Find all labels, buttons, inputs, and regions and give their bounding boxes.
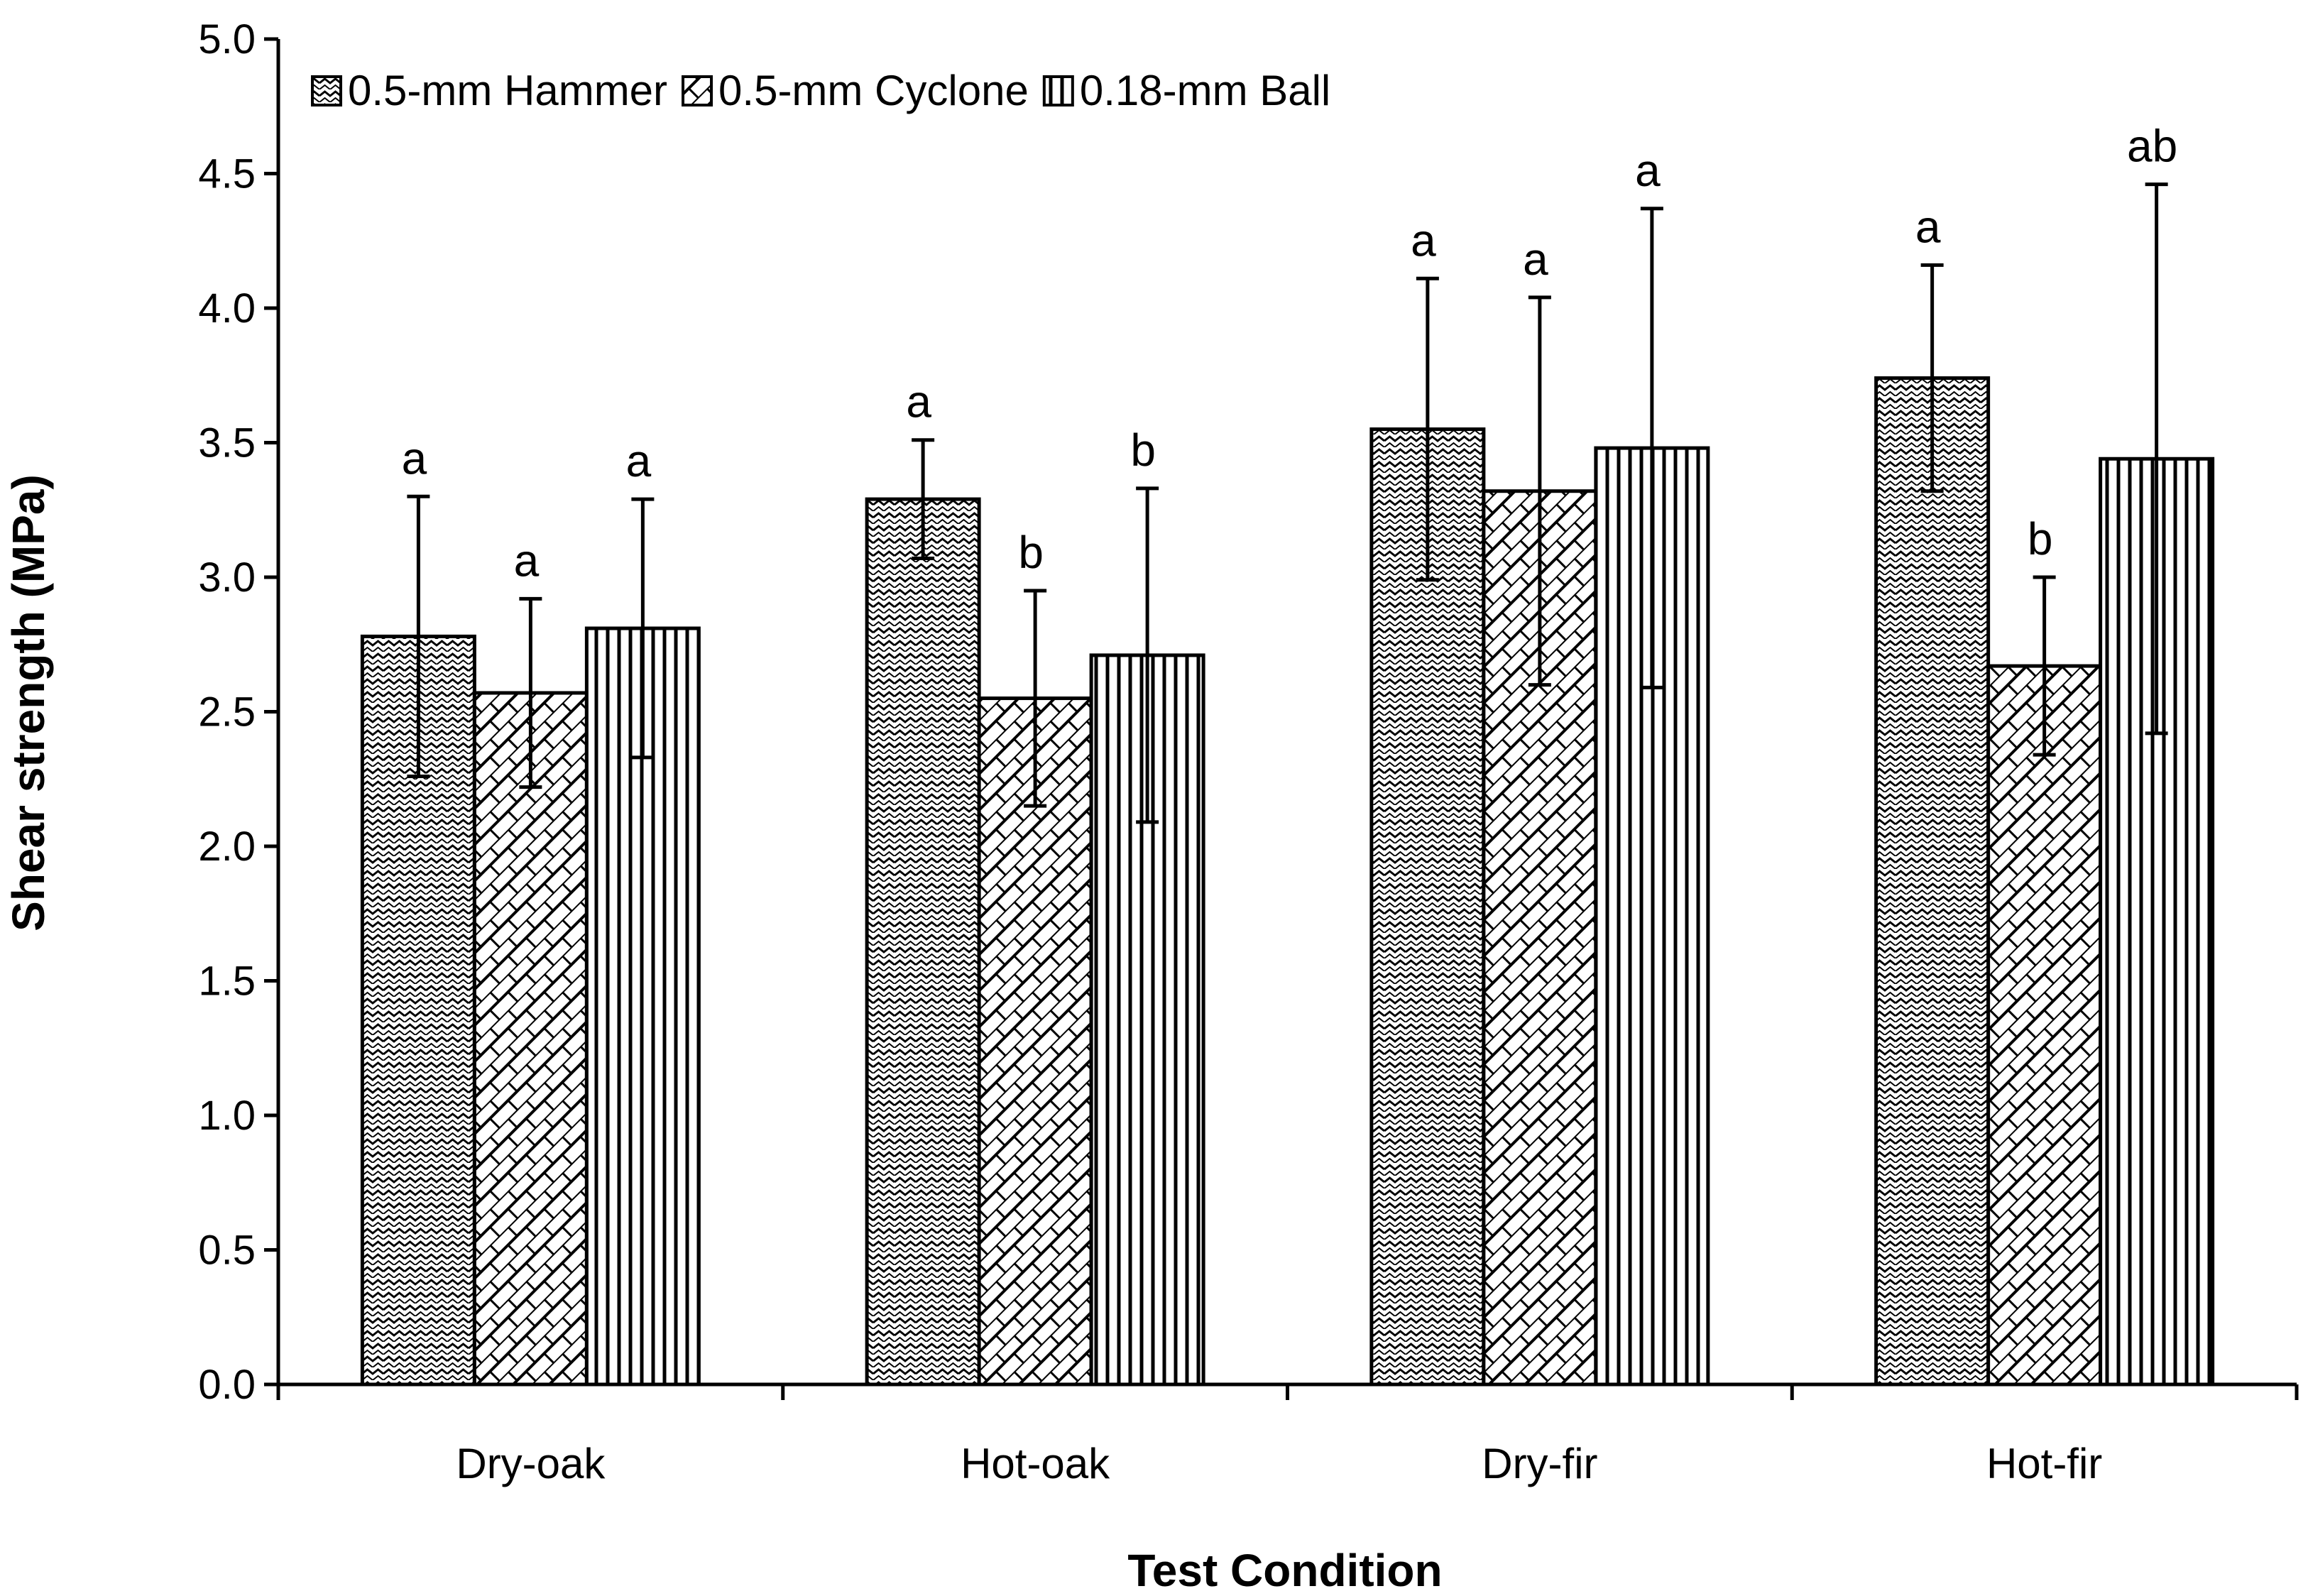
bar bbox=[1874, 376, 1991, 1387]
x-tick-label: Hot-oak bbox=[961, 1440, 1110, 1487]
significance-letter: a bbox=[1915, 201, 1941, 252]
bar bbox=[977, 696, 1093, 1387]
legend: 0.5-mm Hammer 0.5-mm Cyclone 0.18-mm Ball bbox=[311, 67, 1330, 114]
y-tick-label: 2.5 bbox=[198, 689, 256, 736]
y-tick-label: 5.0 bbox=[198, 16, 256, 62]
significance-letter: ab bbox=[2127, 121, 2177, 172]
legend-swatch bbox=[1042, 75, 1074, 106]
legend-label: 0.18-mm Ball bbox=[1080, 67, 1330, 114]
significance-letter: a bbox=[906, 376, 931, 427]
significance-letter: b bbox=[1018, 527, 1044, 578]
legend-swatch bbox=[682, 75, 713, 106]
y-tick-label: 3.0 bbox=[198, 554, 256, 601]
y-tick-label: 1.5 bbox=[198, 958, 256, 1005]
bar bbox=[1986, 664, 2103, 1387]
legend-label: 0.5-mm Cyclone bbox=[718, 67, 1029, 114]
error-bars-group bbox=[407, 182, 2168, 824]
x-axis-title: Test Condition bbox=[1127, 1545, 1442, 1596]
x-tick-label: Dry-oak bbox=[456, 1440, 606, 1487]
y-tick-label: 1.0 bbox=[198, 1093, 256, 1139]
significance-letter: a bbox=[514, 535, 540, 586]
y-tick-label: 0.0 bbox=[198, 1362, 256, 1408]
bar bbox=[865, 497, 981, 1387]
significance-letter: a bbox=[626, 435, 652, 486]
bar bbox=[472, 691, 589, 1387]
x-tick-label: Hot-fir bbox=[1986, 1440, 2102, 1487]
significance-letter: a bbox=[402, 432, 427, 483]
significance-letter: a bbox=[1635, 145, 1661, 196]
significance-letter: b bbox=[1130, 425, 1156, 476]
bars-group bbox=[360, 376, 2215, 1387]
y-tick-label: 4.0 bbox=[198, 285, 256, 332]
legend-swatch bbox=[311, 75, 342, 106]
significance-letter: b bbox=[2028, 513, 2053, 564]
y-tick-label: 3.5 bbox=[198, 420, 256, 466]
y-tick-label: 2.0 bbox=[198, 824, 256, 870]
x-tick-label: Dry-fir bbox=[1482, 1440, 1597, 1487]
significance-letter: a bbox=[1523, 234, 1548, 285]
legend-label: 0.5-mm Hammer bbox=[348, 67, 667, 114]
y-axis-title: Shear strength (MPa) bbox=[3, 474, 54, 931]
y-tick-label: 4.5 bbox=[198, 151, 256, 197]
significance-letter: a bbox=[1411, 214, 1436, 266]
y-tick-label: 0.5 bbox=[198, 1228, 256, 1274]
